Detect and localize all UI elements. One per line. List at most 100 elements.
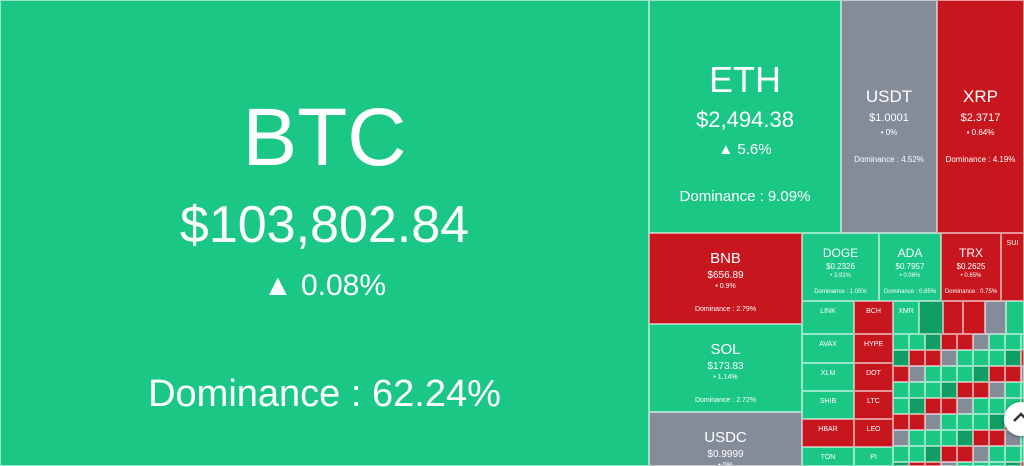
small-tile	[941, 462, 957, 466]
coin-dominance: Dominance : 4.52%	[854, 155, 924, 164]
small-tile	[941, 334, 957, 350]
coin-tile[interactable]: BCH	[854, 301, 893, 334]
small-tile	[909, 350, 925, 366]
coin-change: • 0.65%	[960, 273, 982, 279]
coin-tile[interactable]: ETH $2,494.38 ▲ 5.6% Dominance : 9.09%	[649, 0, 841, 233]
coin-tile[interactable]: XMR	[893, 301, 919, 334]
coin-tile[interactable]: XRP $2.3717 • 0.64% Dominance : 4.19%	[937, 0, 1024, 233]
coin-price: $0.2326	[826, 262, 855, 271]
small-tile	[925, 366, 941, 382]
small-tile	[893, 334, 909, 350]
small-tile	[893, 398, 909, 414]
coin-name: SHIB	[819, 398, 837, 405]
scroll-top-button[interactable]	[1004, 402, 1024, 436]
coin-price: $1.0001	[869, 112, 909, 124]
coin-tile[interactable]: HYPE	[854, 334, 893, 363]
small-tile	[1005, 334, 1021, 350]
coin-dominance: Dominance : 1.05%	[814, 289, 867, 295]
coin-dominance: Dominance : 0.75%	[944, 289, 998, 295]
small-tile	[893, 430, 909, 446]
small-tile	[957, 446, 973, 462]
coin-tile[interactable]: DOT	[854, 363, 893, 391]
small-tile	[941, 414, 957, 430]
small-tile	[973, 462, 989, 466]
coin-name: BTC	[242, 92, 407, 183]
coin-tile[interactable]: TON	[802, 447, 854, 466]
small-tile	[919, 301, 943, 334]
small-tile	[989, 350, 1005, 366]
small-tile	[941, 446, 957, 462]
small-tile	[941, 382, 957, 398]
small-tile	[893, 350, 909, 366]
small-tile	[925, 334, 941, 350]
small-tile	[957, 350, 973, 366]
coin-tile[interactable]: LINK	[802, 301, 854, 334]
small-tile	[925, 414, 941, 430]
small-tile	[909, 382, 925, 398]
small-tile	[941, 430, 957, 446]
small-tile	[909, 414, 925, 430]
coin-change: • 0%	[880, 128, 898, 137]
small-tile	[989, 462, 1005, 466]
small-tile	[989, 446, 1005, 462]
small-tile	[957, 462, 973, 466]
coin-price: $656.89	[707, 270, 744, 281]
coin-tile[interactable]: HBAR	[802, 419, 854, 447]
coin-name: XRP	[963, 87, 998, 106]
coin-tile[interactable]: XLM	[802, 363, 854, 391]
coin-price: $0.9999	[707, 449, 744, 460]
small-tile	[957, 382, 973, 398]
coin-name: SOL	[710, 341, 741, 358]
small-tile	[957, 414, 973, 430]
coin-tile[interactable]: BTC $103,802.84 ▲ 0.08% Dominance : 62.24%	[0, 0, 649, 466]
coin-tile[interactable]: SHIB	[802, 391, 854, 419]
small-tile	[973, 382, 989, 398]
coin-name: ADA	[897, 246, 923, 260]
small-tile	[957, 334, 973, 350]
small-tile	[973, 334, 989, 350]
small-tile	[1006, 301, 1024, 334]
coin-tile[interactable]: SOL $173.83 • 1.14% Dominance : 2.72%	[649, 324, 802, 412]
small-tile	[1005, 366, 1021, 382]
coin-tile[interactable]: BNB $656.89 • 0.9% Dominance : 2.79%	[649, 233, 802, 324]
coin-tile[interactable]: PI	[854, 447, 893, 466]
small-tile	[989, 414, 1005, 430]
coin-price: $0.2625	[956, 262, 986, 271]
small-tile	[909, 446, 925, 462]
coin-tile[interactable]: ADA $0.7957 • 0.06% Dominance : 0.85%	[879, 233, 941, 301]
coin-name: USDC	[704, 429, 747, 446]
coin-tile[interactable]: USDT $1.0001 • 0% Dominance : 4.52%	[841, 0, 937, 233]
small-tile	[1005, 462, 1021, 466]
coin-dominance: Dominance : 4.19%	[945, 155, 1016, 164]
coin-dominance: Dominance : 0.85%	[883, 289, 937, 295]
coin-name: ETH	[709, 59, 781, 100]
coin-tile[interactable]: DOGE $0.2326 • 3.91% Dominance : 1.05%	[802, 233, 879, 301]
coin-name: HBAR	[818, 426, 838, 433]
coin-name: LINK	[820, 308, 836, 315]
small-tile	[973, 446, 989, 462]
coin-tile[interactable]: USDC $0.9999 • 0%	[649, 412, 802, 466]
small-tile	[973, 430, 989, 446]
small-tile	[989, 366, 1005, 382]
small-tile	[989, 382, 1005, 398]
coin-tile[interactable]: AVAX	[802, 334, 854, 363]
small-tile	[925, 446, 941, 462]
coin-tile[interactable]: TRX $0.2625 • 0.65% Dominance : 0.75%	[941, 233, 1001, 301]
small-tile	[989, 334, 1005, 350]
coin-tile[interactable]: LEO	[854, 419, 893, 447]
coin-dominance: Dominance : 9.09%	[679, 188, 811, 205]
coin-name: DOT	[866, 370, 881, 377]
small-tile	[925, 382, 941, 398]
coin-name: TON	[820, 454, 836, 461]
small-tile	[925, 430, 941, 446]
small-tile	[1005, 350, 1021, 366]
small-tile	[1005, 382, 1021, 398]
coin-change: • 0.06%	[899, 273, 921, 279]
coin-tile[interactable]: LTC	[854, 391, 893, 419]
small-tile	[973, 350, 989, 366]
coin-change: ▲ 5.6%	[718, 141, 772, 158]
small-tile	[925, 462, 941, 466]
coin-tile[interactable]: SUI	[1001, 233, 1024, 301]
coin-price: $103,802.84	[179, 196, 470, 254]
